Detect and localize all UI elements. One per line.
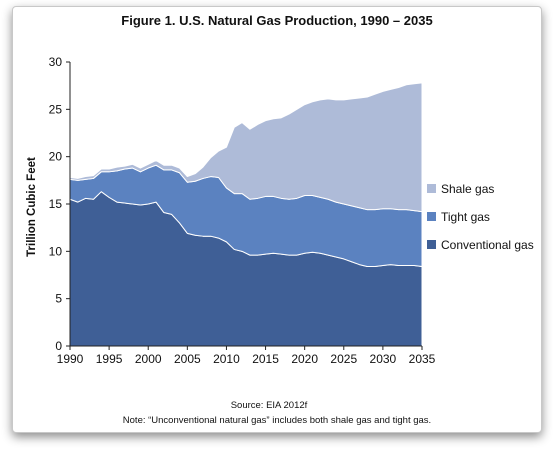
- x-tick-label: 2000: [135, 352, 162, 366]
- legend-label: Shale gas: [441, 182, 494, 196]
- chart-svg: Figure 1. U.S. Natural Gas Production, 1…: [26, 13, 534, 426]
- x-tick-label: 2005: [174, 352, 201, 366]
- x-tick-label: 1990: [57, 352, 84, 366]
- y-tick-label: 25: [49, 102, 63, 116]
- x-tick-label: 1995: [96, 352, 123, 366]
- y-axis-label: Trillion Cubic Feet: [26, 157, 38, 257]
- legend: Shale gas Tight gas Conventional gas: [427, 182, 534, 252]
- legend-label: Tight gas: [441, 210, 490, 224]
- x-tick-label: 2020: [291, 352, 318, 366]
- y-tick-label: 10: [49, 244, 63, 258]
- footnote: Note: “Unconventional natural gas” inclu…: [123, 415, 431, 426]
- area-series-group: [69, 82, 423, 347]
- y-tick-label: 20: [49, 150, 63, 164]
- y-tick-label: 5: [55, 292, 62, 306]
- legend-item-conventional-gas: Conventional gas: [427, 238, 534, 252]
- figure-card: Figure 1. U.S. Natural Gas Production, 1…: [12, 6, 542, 433]
- legend-label: Conventional gas: [441, 238, 534, 252]
- legend-item-tight-gas: Tight gas: [427, 210, 490, 224]
- x-tick-label: 2010: [213, 352, 240, 366]
- legend-item-shale-gas: Shale gas: [427, 182, 494, 196]
- legend-swatch: [427, 212, 436, 221]
- x-tick-label: 2030: [370, 352, 397, 366]
- x-tick-label: 2015: [252, 352, 279, 366]
- y-tick-label: 15: [49, 197, 63, 211]
- y-tick-label: 0: [55, 339, 62, 353]
- x-tick-label: 2035: [409, 352, 436, 366]
- chart-title: Figure 1. U.S. Natural Gas Production, 1…: [121, 13, 432, 28]
- x-tick-label: 2025: [330, 352, 357, 366]
- legend-swatch: [427, 184, 436, 193]
- source-note: Source: EIA 2012f: [231, 400, 308, 411]
- y-tick-label: 30: [49, 55, 63, 69]
- area-shale-gas: [69, 82, 423, 213]
- legend-swatch: [427, 240, 436, 249]
